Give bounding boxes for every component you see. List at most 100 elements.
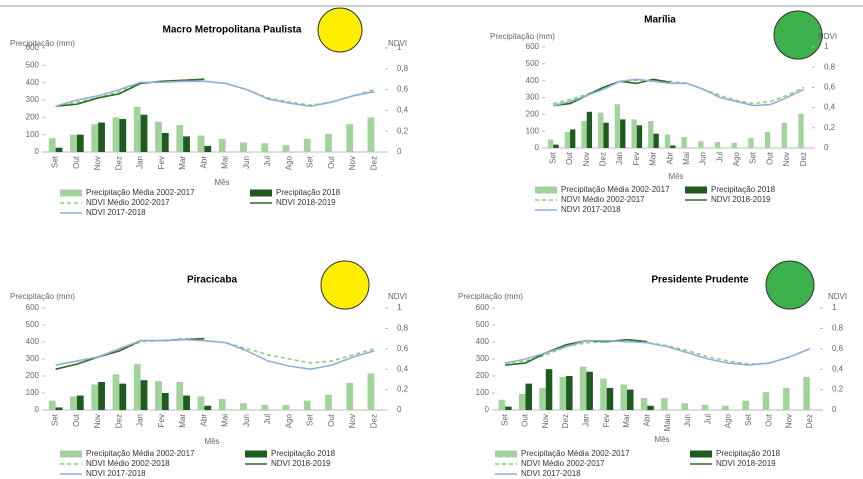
legend-label: Precipitação 2018 xyxy=(711,185,776,194)
x-tick-label: Set xyxy=(749,151,758,164)
bar xyxy=(606,387,614,410)
bar xyxy=(119,119,127,152)
x-tick-label: Mar xyxy=(622,414,631,428)
bar xyxy=(545,369,553,410)
x-tick-label: Jan xyxy=(136,156,145,169)
y2-tick-label: 0,4 xyxy=(397,364,409,373)
line-series xyxy=(55,78,205,108)
bar xyxy=(614,104,621,148)
y-tick-label: 600 xyxy=(526,42,540,51)
y-tick-label: 300 xyxy=(476,354,490,363)
y-tick-label: 300 xyxy=(526,93,540,102)
x-tick-label: Set xyxy=(51,155,60,168)
y2-tick-label: 1 xyxy=(832,303,837,312)
bar xyxy=(598,112,604,148)
legend-swatch xyxy=(60,189,82,197)
x-tick-label: Dez xyxy=(561,414,570,428)
bar xyxy=(98,122,105,152)
bar xyxy=(240,403,247,410)
bar xyxy=(539,387,546,410)
bar xyxy=(218,139,226,152)
y-tick-label: 600 xyxy=(26,303,40,312)
x-tick-label: Set xyxy=(500,413,509,426)
y-tick-label: 600 xyxy=(476,303,490,312)
bar xyxy=(620,119,626,148)
x-tick-label: Nov xyxy=(541,414,550,428)
y-axis-title: Precipitação (mm) xyxy=(10,39,75,48)
chart-title: Marília xyxy=(644,15,676,26)
line-series xyxy=(504,339,811,366)
bar xyxy=(661,398,668,410)
legend-swatch xyxy=(495,450,517,458)
y2-tick-label: 0,2 xyxy=(397,385,409,394)
bar xyxy=(731,142,737,148)
x-tick-label: Maio xyxy=(663,413,672,431)
bar xyxy=(620,384,628,410)
x-tick-label: Set xyxy=(306,155,315,168)
status-indicator xyxy=(317,7,363,53)
y2-tick-label: 1 xyxy=(397,303,402,312)
bar xyxy=(559,376,567,410)
legend-label: NDVI 2017-2018 xyxy=(86,208,146,217)
x-tick-label: Dez xyxy=(599,152,608,166)
x-axis-title: Mês xyxy=(204,437,219,446)
y2-tick-label: 0,4 xyxy=(824,103,836,112)
bar xyxy=(346,124,354,152)
y-tick-label: 500 xyxy=(26,60,40,69)
bar xyxy=(631,119,637,148)
x-tick-label: Nov xyxy=(785,414,794,428)
bar xyxy=(553,144,559,148)
x-tick-label: Fev xyxy=(632,152,641,165)
chart-title: Macro Metropolitana Paulista xyxy=(163,25,302,36)
y-tick-label: 400 xyxy=(26,337,40,346)
x-tick-label: Jun xyxy=(242,156,251,169)
bar xyxy=(603,122,609,148)
bar xyxy=(282,404,290,410)
bar xyxy=(155,121,162,152)
y-tick-label: 200 xyxy=(476,371,490,380)
y-tick-label: 500 xyxy=(26,320,40,329)
bar xyxy=(70,134,77,152)
line-series xyxy=(553,78,671,107)
bar xyxy=(701,404,709,410)
legend-label: NDVI 2017-2018 xyxy=(86,469,146,478)
chart-title: Presidente Prudente xyxy=(651,275,749,286)
x-tick-label: Mai xyxy=(221,414,230,427)
bar xyxy=(55,407,63,410)
bar xyxy=(518,393,526,410)
bar xyxy=(586,371,593,410)
bar xyxy=(55,147,63,152)
legend-label: Precipitação 2018 xyxy=(276,188,341,197)
bar xyxy=(197,135,205,152)
x-tick-label: Jun xyxy=(699,152,708,165)
x-tick-label: Dez xyxy=(369,414,378,428)
bar xyxy=(714,142,721,148)
y2-axis-title: NDVI xyxy=(388,39,407,48)
y2-tick-label: 0,8 xyxy=(824,62,836,71)
bar xyxy=(183,395,190,410)
x-tick-label: Nov xyxy=(93,156,102,170)
x-axis-title: Mês xyxy=(214,178,229,187)
bar xyxy=(133,106,141,152)
bar xyxy=(204,405,212,410)
bar xyxy=(282,145,290,152)
legend-label: NDVI Médio 2002-2017 xyxy=(521,459,605,468)
legend-label: NDVI 2018-2019 xyxy=(271,459,331,468)
bar xyxy=(303,139,311,152)
bar xyxy=(176,125,184,152)
y2-tick-label: 0,8 xyxy=(832,324,844,333)
x-tick-label: Ago xyxy=(732,151,741,166)
x-tick-label: Dez xyxy=(114,414,123,428)
y2-tick-label: 1 xyxy=(397,43,402,52)
bar xyxy=(764,132,771,148)
y-axis-title: Precipitação (mm) xyxy=(490,32,555,41)
y-tick-label: 500 xyxy=(526,59,540,68)
bar xyxy=(183,136,190,152)
bar xyxy=(155,381,162,410)
legend-label: Precipitação Média 2002-2017 xyxy=(86,188,195,197)
bar xyxy=(698,141,704,148)
x-tick-label: Dez xyxy=(114,156,123,170)
legend-swatch xyxy=(685,186,707,194)
legend-swatch xyxy=(60,450,82,458)
bar xyxy=(261,404,269,410)
